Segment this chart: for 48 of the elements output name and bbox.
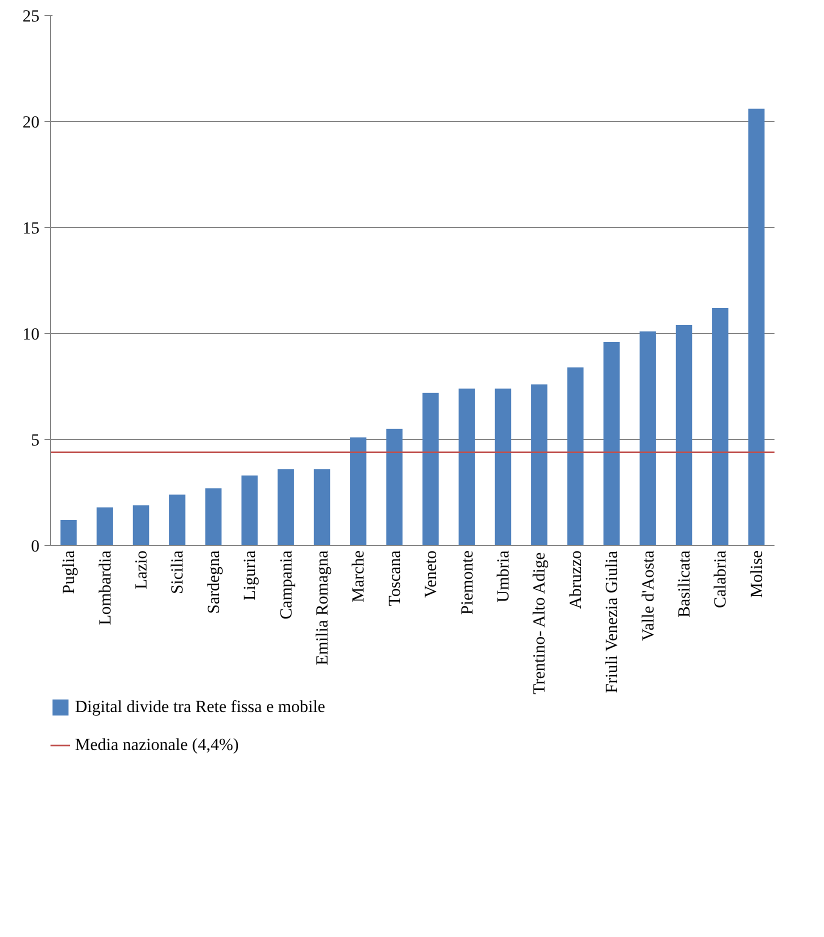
x-tick-label: Abruzzo xyxy=(566,550,585,610)
y-tick-label: 5 xyxy=(31,430,40,450)
bar xyxy=(314,469,330,546)
x-tick-label: Sicilia xyxy=(168,550,187,594)
legend-label: Digital divide tra Rete fissa e mobile xyxy=(75,697,326,717)
x-tick-label: Molise xyxy=(746,550,766,598)
x-tick-label: Umbria xyxy=(494,550,512,602)
bar xyxy=(60,520,77,546)
bar xyxy=(205,488,222,546)
bar xyxy=(567,367,584,546)
x-tick-label: Piemonte xyxy=(457,550,476,615)
x-tick-label: Lombardia xyxy=(95,550,114,626)
bar xyxy=(531,384,548,546)
bar xyxy=(241,476,258,546)
x-tick-label: Basilicata xyxy=(674,550,694,618)
x-tick-label: Emilia Romagna xyxy=(312,550,332,666)
x-tick-label: Campania xyxy=(276,550,296,620)
y-tick-label: 20 xyxy=(22,112,40,132)
bar xyxy=(603,342,620,546)
y-tick-label: 25 xyxy=(22,6,40,26)
bar xyxy=(676,325,692,546)
bar xyxy=(169,494,186,546)
bar xyxy=(386,428,403,546)
bar xyxy=(494,388,512,546)
x-tick-label: Toscana xyxy=(384,550,404,606)
x-tick-label: Marche xyxy=(348,550,368,602)
x-tick-label: Lazio xyxy=(132,550,150,590)
legend-label: Media nazionale (4,4%) xyxy=(75,735,239,755)
bar xyxy=(132,505,150,546)
x-tick-label: Friuli Venezia Giulia xyxy=(602,550,622,694)
x-tick-label: Calabria xyxy=(710,550,730,608)
bar xyxy=(712,308,728,546)
bar xyxy=(640,331,656,546)
bar xyxy=(748,108,765,546)
bar xyxy=(350,437,366,546)
y-tick-label: 15 xyxy=(22,218,40,238)
bar xyxy=(278,469,294,546)
x-tick-label: Valle d'Aosta xyxy=(638,550,658,641)
x-tick-label: Sardegna xyxy=(204,550,223,614)
y-tick-label: 0 xyxy=(31,536,40,556)
bar xyxy=(458,388,475,546)
x-tick-label: Trentino- Alto Adige xyxy=(530,552,549,694)
bar xyxy=(422,392,439,546)
x-tick-label: Liguria xyxy=(240,550,260,601)
x-tick-label: Puglia xyxy=(59,550,78,594)
x-tick-label: Veneto xyxy=(421,550,440,598)
bar xyxy=(96,507,113,546)
y-tick-label: 10 xyxy=(22,324,40,344)
